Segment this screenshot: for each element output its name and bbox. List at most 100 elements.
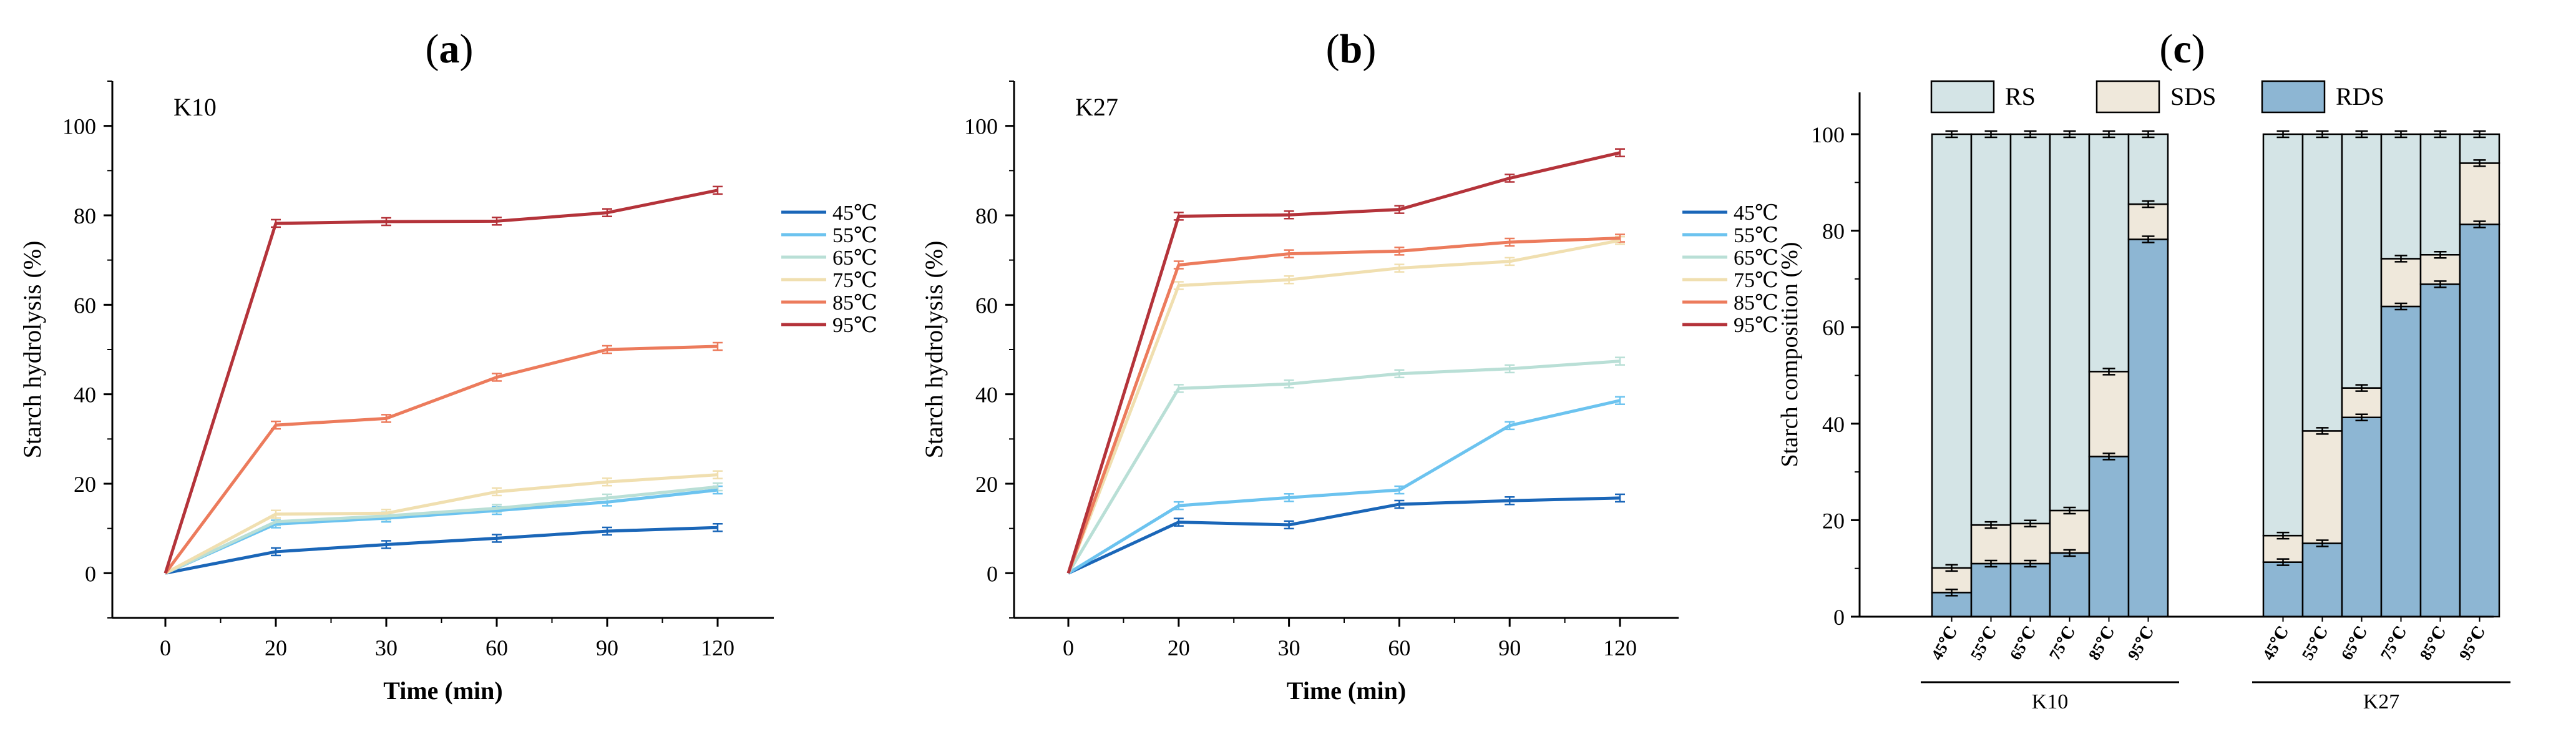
bar-SDS <box>2301 430 2343 544</box>
bar-RS <box>2380 133 2422 260</box>
legend-swatch-RS <box>1930 80 1995 114</box>
bar-SDS <box>2419 254 2461 285</box>
bar-RS <box>2127 133 2169 205</box>
x-tick-label: 30 <box>1278 635 1300 660</box>
x-tick-label: 120 <box>1603 635 1637 660</box>
y-tick-label: 40 <box>1822 412 1845 437</box>
y-tick-label: 0 <box>1833 605 1845 630</box>
chart-b-annotation: K27 <box>1075 93 1118 121</box>
x-tick-label: 120 <box>701 635 734 660</box>
chart-b-y-label: Starch hydrolysis (%) <box>920 241 948 459</box>
chart-b-x-label: Time (min) <box>1287 677 1406 705</box>
legend-label: 65℃ <box>832 247 877 270</box>
y-tick-label: 60 <box>74 293 96 318</box>
x-tick-label: 0 <box>160 635 171 660</box>
y-tick-label: 80 <box>74 203 96 228</box>
y-tick-label: 0 <box>987 561 998 586</box>
bar-SDS <box>1931 567 1973 594</box>
chart-b-lines <box>1066 151 1621 575</box>
y-tick-label: 20 <box>975 472 998 497</box>
bar-RS <box>2301 133 2343 432</box>
y-tick-label: 40 <box>975 383 998 408</box>
legend-label: 85℃ <box>1734 291 1778 315</box>
x-tick-label: 20 <box>1168 635 1190 660</box>
chart-c-error-bars <box>1945 130 2486 597</box>
bar-RDS <box>2380 305 2422 618</box>
series-line-55℃ <box>164 488 718 575</box>
y-tick-label: 0 <box>85 561 96 586</box>
bar-RDS <box>2301 542 2343 618</box>
chart-c-legend: RS SDS RDS <box>1930 80 2384 114</box>
chart-a-lines <box>163 188 718 575</box>
bar-RDS <box>1970 562 2012 618</box>
y-tick-label: 20 <box>1822 508 1845 533</box>
group-label-K10: K10 <box>2032 690 2069 713</box>
legend-label-RDS: RDS <box>2336 82 2384 110</box>
bar-RS <box>2419 133 2461 256</box>
bar-SDS <box>2262 534 2304 563</box>
x-tick-label: 45℃ <box>1928 624 1961 663</box>
y-tick-label: 20 <box>74 472 96 497</box>
group-label-K27: K27 <box>2363 690 2400 713</box>
x-tick-label: 85℃ <box>2085 624 2119 663</box>
x-tick-label: 75℃ <box>2377 624 2411 663</box>
bar-RS <box>2088 133 2130 373</box>
bar-RDS <box>2088 456 2130 618</box>
y-tick-label: 100 <box>62 114 96 139</box>
x-tick-label: 90 <box>1498 635 1521 660</box>
y-tick-label: 100 <box>964 114 998 139</box>
bar-SDS <box>2088 371 2130 458</box>
bar-SDS <box>2341 387 2383 419</box>
bar-RDS <box>2049 552 2091 618</box>
legend-swatch-SDS <box>2095 80 2160 114</box>
chart-b-error-bars <box>1173 148 1625 530</box>
x-tick-label: 60 <box>1388 635 1410 660</box>
bar-SDS <box>2049 509 2091 554</box>
y-tick-label: 40 <box>74 383 96 408</box>
legend-label: 75℃ <box>1734 269 1778 292</box>
x-tick-label: 65℃ <box>2338 624 2371 663</box>
series-line-45℃ <box>1067 496 1621 575</box>
legend-label: 75℃ <box>832 269 877 292</box>
y-tick-label: 60 <box>975 293 998 318</box>
legend-label-RS: RS <box>2005 82 2036 110</box>
x-tick-label: 0 <box>1063 635 1074 660</box>
x-tick-label: 20 <box>265 635 287 660</box>
chart-a-ticks: 0 20 40 60 80 100 0 20 30 60 90 120 <box>62 81 734 660</box>
series-line-85℃ <box>1066 237 1621 574</box>
x-tick-label: 45℃ <box>2259 624 2293 663</box>
legend-label: 55℃ <box>1734 224 1778 247</box>
chart-a-legend: 45℃55℃65℃75℃85℃95℃ <box>781 202 877 337</box>
bar-RS <box>2009 133 2051 525</box>
series-line-75℃ <box>164 473 718 575</box>
y-tick-label: 80 <box>975 203 998 228</box>
legend-label: 65℃ <box>1734 247 1778 270</box>
chart-a-x-label: Time (min) <box>383 677 502 705</box>
bar-SDS <box>2459 162 2500 225</box>
series-line-75℃ <box>1066 238 1621 574</box>
bar-RS <box>2262 133 2304 537</box>
legend-swatch-RDS <box>2261 80 2326 114</box>
legend-label: 55℃ <box>832 224 877 247</box>
bar-RDS <box>2009 562 2051 618</box>
x-tick-label: 65℃ <box>2006 624 2040 663</box>
chart-b-ticks: 0 20 40 60 80 100 0 20 30 60 90 120 <box>964 81 1637 660</box>
chart-c-ticks: 0 20 40 60 80 100 <box>1811 92 1861 630</box>
x-tick-label: 95℃ <box>2124 624 2158 663</box>
bar-RDS <box>1931 592 1973 618</box>
legend-label: 95℃ <box>832 314 877 337</box>
bar-SDS <box>2380 258 2422 308</box>
x-tick-label: 60 <box>485 635 508 660</box>
panel-c-label: (c) <box>2159 26 2205 72</box>
series-line-65℃ <box>164 485 718 575</box>
y-tick-label: 100 <box>1811 122 1845 147</box>
series-line-95℃ <box>1066 151 1621 574</box>
bar-RS <box>1931 133 1973 569</box>
chart-c-bars <box>1931 133 2500 618</box>
bar-RDS <box>2262 561 2304 618</box>
